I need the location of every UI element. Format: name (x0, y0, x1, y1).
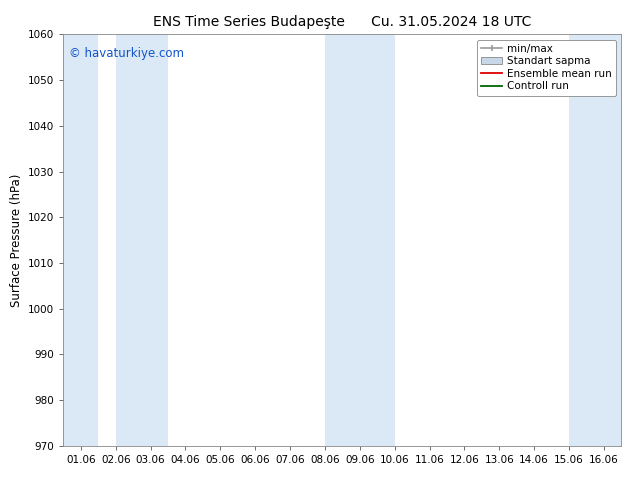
Legend: min/max, Standart sapma, Ensemble mean run, Controll run: min/max, Standart sapma, Ensemble mean r… (477, 40, 616, 96)
Text: © havaturkiye.com: © havaturkiye.com (69, 47, 184, 60)
Bar (325, 34, 394, 446)
Bar (63, 34, 98, 446)
Bar (116, 34, 168, 446)
Y-axis label: Surface Pressure (hPa): Surface Pressure (hPa) (10, 173, 23, 307)
Title: ENS Time Series Budapeşte      Cu. 31.05.2024 18 UTC: ENS Time Series Budapeşte Cu. 31.05.2024… (153, 15, 531, 29)
Bar (569, 34, 621, 446)
